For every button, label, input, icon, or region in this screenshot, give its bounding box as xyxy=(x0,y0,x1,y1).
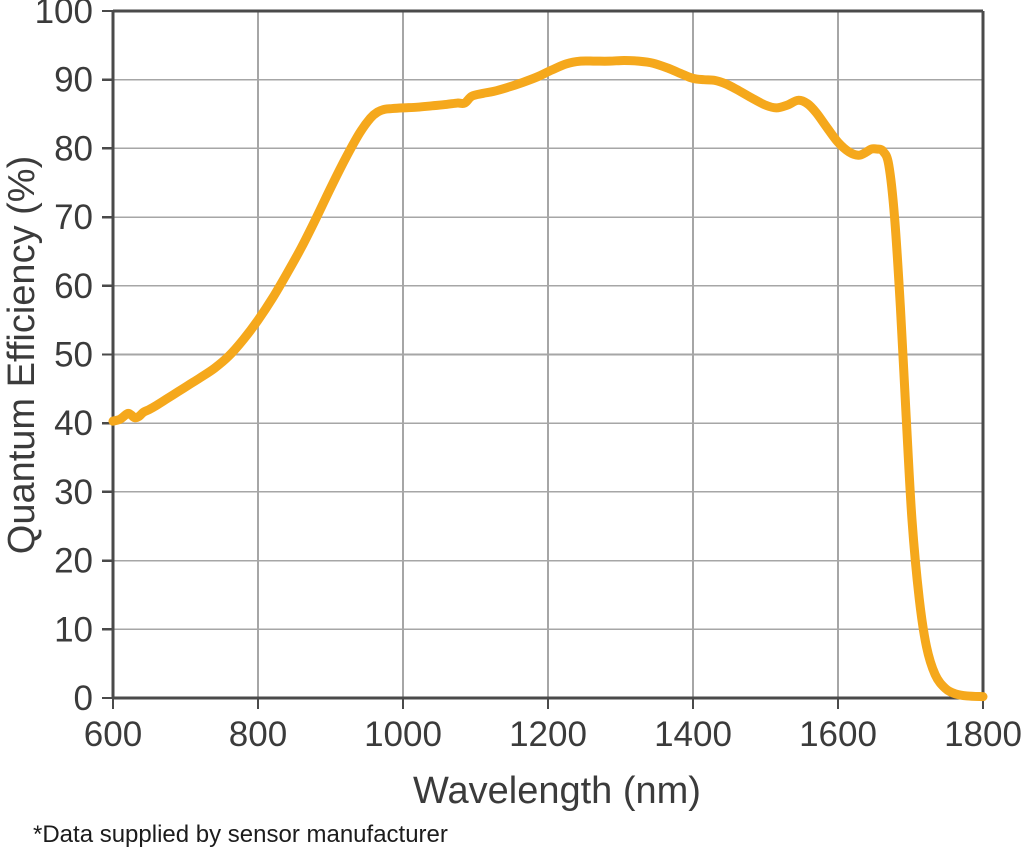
x-tick-label: 1800 xyxy=(944,715,1022,754)
x-tick-label: 1600 xyxy=(799,715,877,754)
y-axis-title: Quantum Efficiency (%) xyxy=(1,156,43,554)
x-axis-title: Wavelength (nm) xyxy=(413,770,701,812)
x-tick-label: 600 xyxy=(84,715,142,754)
footnote: *Data supplied by sensor manufacturer xyxy=(33,821,448,848)
y-tick-label: 50 xyxy=(54,336,93,375)
y-axis-tick-marks xyxy=(102,9,113,700)
x-tick-label: 800 xyxy=(229,715,287,754)
vertical-gridlines xyxy=(257,11,839,698)
y-tick-label: 40 xyxy=(54,404,93,443)
y-tick-label: 10 xyxy=(54,610,93,649)
qe-curve xyxy=(108,55,988,702)
y-axis-tick-labels: 0 10 20 30 40 50 60 70 80 90 100 xyxy=(35,0,93,718)
y-tick-label: 30 xyxy=(54,473,93,512)
y-tick-label: 80 xyxy=(54,129,93,168)
y-tick-label: 0 xyxy=(74,679,93,718)
x-tick-label: 1200 xyxy=(509,715,587,754)
x-axis-tick-labels: 600 800 1000 1200 1400 1600 1800 xyxy=(84,715,1022,754)
y-tick-label: 90 xyxy=(54,61,93,100)
y-tick-label: 60 xyxy=(54,267,93,306)
y-tick-label: 70 xyxy=(54,198,93,237)
x-axis-tick-marks xyxy=(111,698,985,709)
y-tick-label: 20 xyxy=(54,542,93,581)
y-tick-label: 100 xyxy=(35,0,93,31)
x-tick-label: 1000 xyxy=(364,715,442,754)
x-tick-label: 1400 xyxy=(654,715,732,754)
